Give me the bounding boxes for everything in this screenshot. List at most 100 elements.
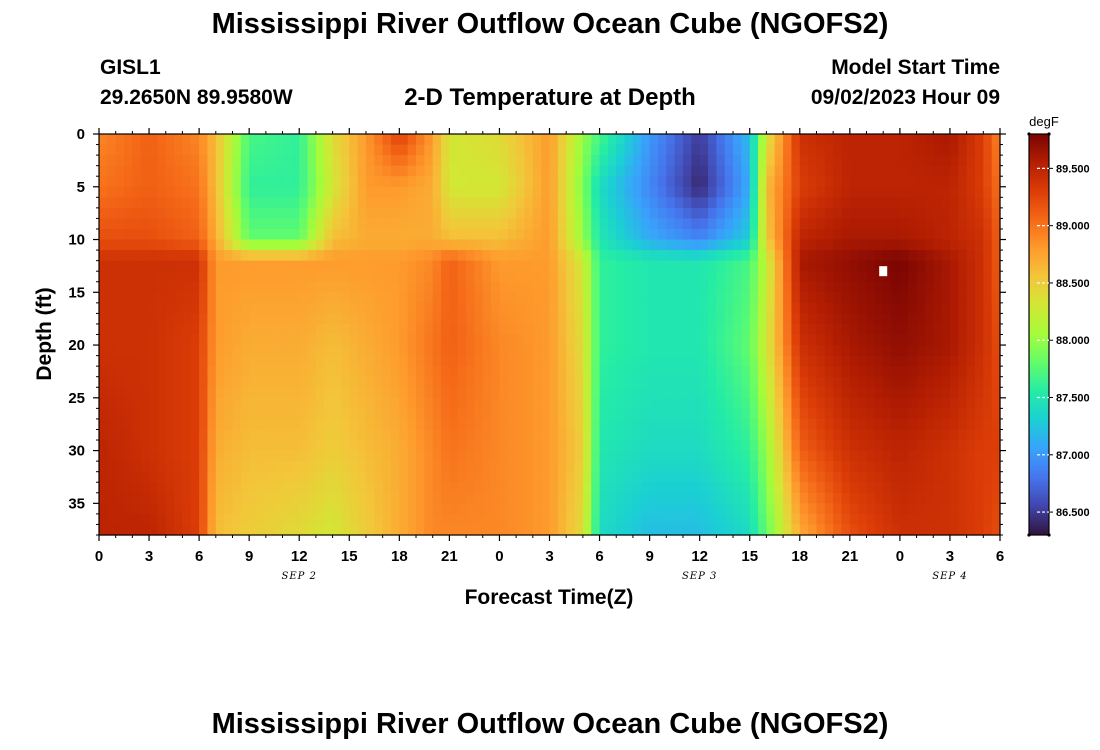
heatmap-cell [783,250,793,262]
heatmap-cell [708,440,717,452]
heatmap-cell [224,302,234,314]
heatmap-cell [132,418,142,431]
heatmap-cell [749,513,759,526]
heatmap-cell [599,355,609,367]
heatmap-cell [165,239,175,251]
heatmap-cell [290,376,300,388]
heatmap-cell [482,271,492,283]
heatmap-cell [983,197,993,209]
heatmap-cell [774,418,784,431]
heatmap-cell [157,186,167,198]
heatmap-cell [833,524,843,536]
heatmap-cell [724,207,734,220]
heatmap-cell [457,155,467,167]
heatmap-cell [991,345,1001,357]
heatmap-cell [357,218,367,230]
heatmap-cell [924,165,934,177]
heatmap-cell [282,250,292,262]
heatmap-cell [524,429,534,441]
heatmap-cell [682,397,692,409]
heatmap-cell [966,492,976,504]
y-tick-label: 15 [68,284,85,301]
heatmap-cell [833,492,843,504]
heatmap-cell [591,355,601,367]
heatmap-cell [891,376,901,388]
heatmap-cell [265,323,275,336]
heatmap-cell [841,260,851,272]
heatmap-cell [449,250,459,262]
heatmap-cell [524,408,534,420]
heatmap-cell [666,218,676,230]
heatmap-cell [966,313,976,325]
heatmap-cell [666,313,676,325]
heatmap-cell [257,345,267,357]
heatmap-cell [449,376,459,388]
heatmap-cell [858,165,868,177]
heatmap-cell [332,492,342,504]
heatmap-cell [607,186,617,198]
heatmap-cell [516,461,526,473]
heatmap-cell [332,271,342,283]
heatmap-cell [624,334,634,346]
heatmap-cell [949,524,959,536]
heatmap-cell [916,397,926,409]
heatmap-cell [157,376,167,388]
heatmap-cell [374,450,384,462]
heatmap-cell [908,345,918,357]
heatmap-cell [432,513,442,526]
heatmap-cell [207,397,217,409]
heatmap-cell [466,281,476,293]
heatmap-cell [349,313,359,325]
heatmap-cell [699,461,709,473]
heatmap-cell [324,323,334,336]
heatmap-cell [557,334,567,346]
heatmap-cell [199,482,209,494]
heatmap-cell [382,134,392,146]
heatmap-cell [691,418,701,431]
heatmap-cell [841,271,851,283]
heatmap-cell [449,461,459,473]
heatmap-cell [224,524,234,536]
heatmap-cell [457,250,467,262]
heatmap-cell [883,408,893,420]
heatmap-cell [632,186,642,198]
heatmap-cell [107,176,117,188]
heatmap-cell [390,218,400,230]
heatmap-cell [432,524,442,536]
heatmap-cell [966,345,976,357]
heatmap-cell [983,186,993,198]
heatmap-cell [657,503,667,515]
heatmap-cell [599,482,609,494]
heatmap-cell [399,239,409,251]
heatmap-cell [824,397,834,409]
heatmap-cell [883,281,893,293]
heatmap-cell [941,292,951,304]
heatmap-cell [766,397,776,409]
heatmap-cell [482,450,492,462]
heatmap-cell [240,355,250,367]
heatmap-cell [799,345,809,357]
heatmap-cell [657,292,667,304]
heatmap-cell [365,492,375,504]
heatmap-cell [357,482,367,494]
heatmap-cell [491,207,501,220]
heatmap-cell [199,440,209,452]
heatmap-cell [924,524,934,536]
heatmap-cell [791,155,801,167]
heatmap-cell [174,239,184,251]
heatmap-cell [641,461,651,473]
heatmap-cell [374,408,384,420]
heatmap-cell [190,134,200,146]
heatmap-cell [466,197,476,209]
heatmap-cell [891,471,901,483]
heatmap-cell [215,345,225,357]
heatmap-cell [315,471,325,483]
heatmap-cell [799,313,809,325]
heatmap-cell [649,134,659,146]
heatmap-cell [282,524,292,536]
heatmap-cell [399,302,409,314]
heatmap-cell [349,345,359,357]
heatmap-cell [524,134,534,146]
heatmap-cell [199,492,209,504]
heatmap-cell [449,165,459,177]
